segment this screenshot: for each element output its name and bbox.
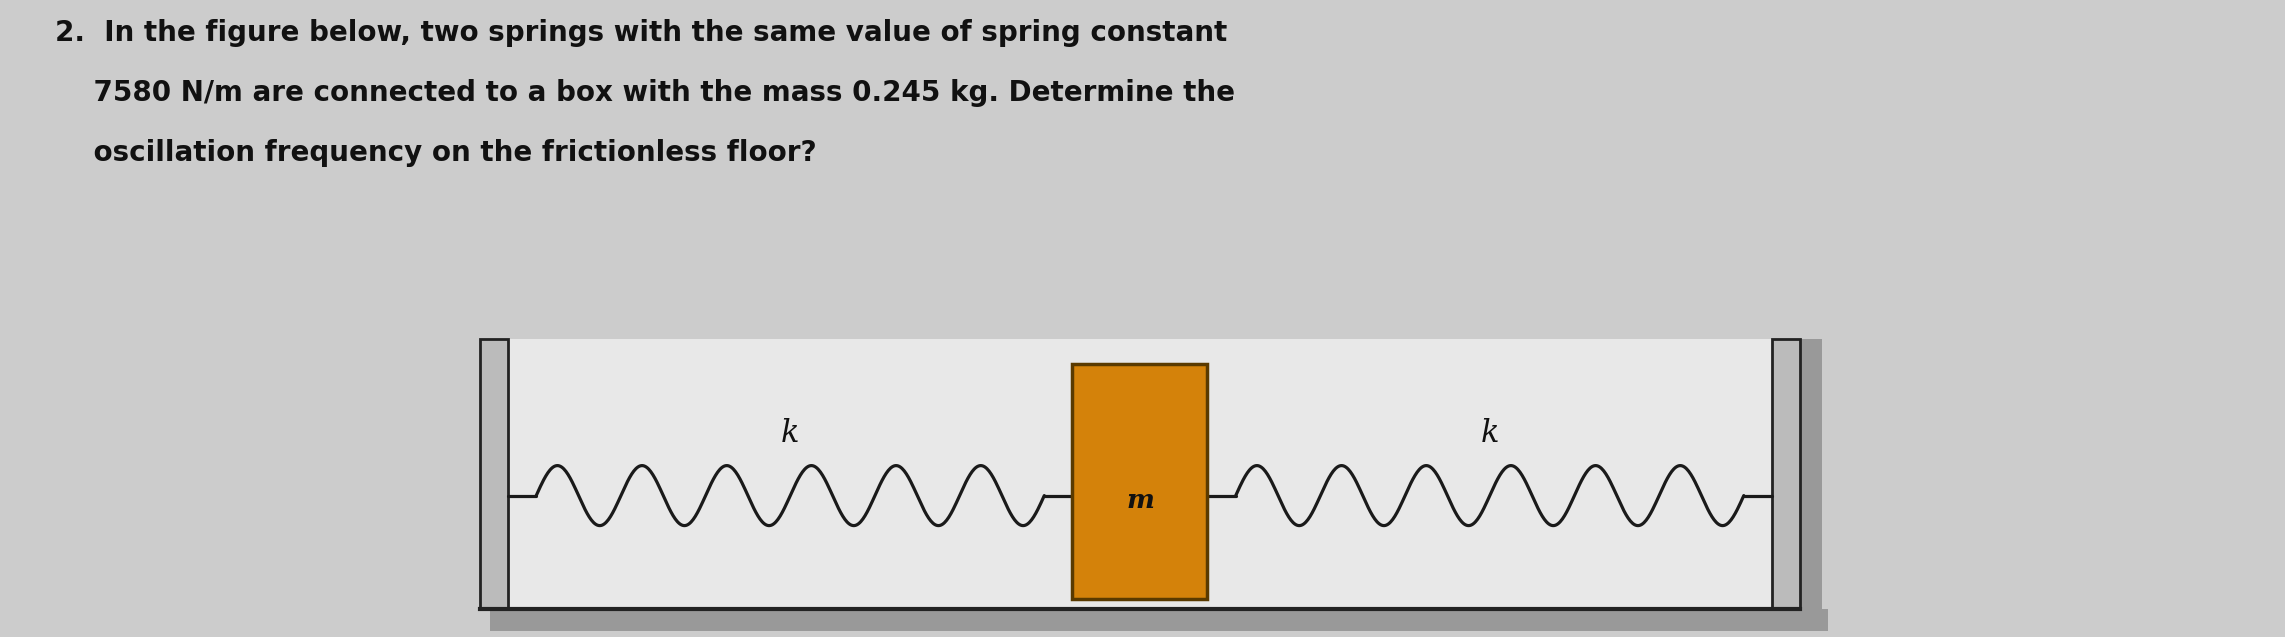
Text: k: k [1481,418,1499,449]
Bar [480,339,1801,609]
Bar [1771,339,1801,609]
Text: oscillation frequency on the frictionless floor?: oscillation frequency on the frictionles… [55,139,816,167]
Bar [489,609,1828,631]
Text: m: m [1127,488,1154,513]
Text: 7580 N/m are connected to a box with the mass 0.245 kg. Determine the: 7580 N/m are connected to a box with the… [55,79,1234,107]
Bar [1801,339,1821,631]
Bar [1072,364,1206,599]
Bar [480,339,507,609]
Text: 2.  In the figure below, two springs with the same value of spring constant: 2. In the figure below, two springs with… [55,19,1227,47]
Text: k: k [781,418,800,449]
